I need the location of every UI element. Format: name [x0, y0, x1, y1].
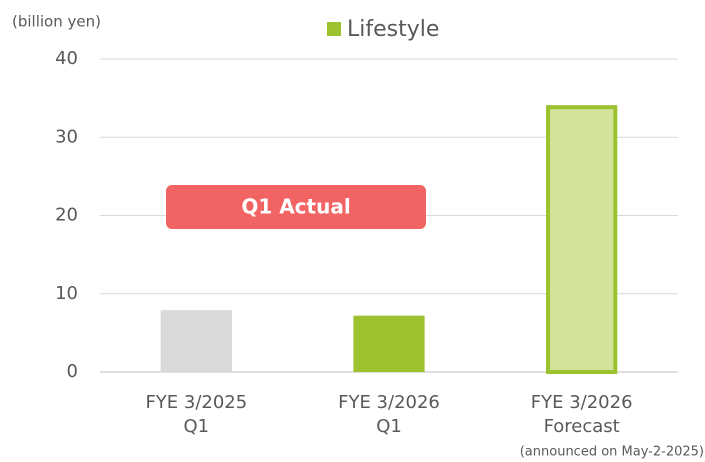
- bar: [546, 105, 618, 374]
- bar: [160, 310, 232, 372]
- x-tick-label: FYE 3/2026: [338, 392, 440, 413]
- x-tick-label: Q1: [184, 416, 210, 437]
- x-tick-label: Forecast: [544, 416, 620, 437]
- y-tick-label: 20: [55, 205, 78, 226]
- y-tick-label: 40: [55, 48, 78, 69]
- legend-label: Lifestyle: [347, 17, 439, 42]
- y-tick-label: 10: [55, 283, 78, 304]
- x-tick-label: FYE 3/2025: [145, 392, 247, 413]
- x-tick-label: FYE 3/2026: [531, 392, 633, 413]
- y-tick-label: 30: [55, 126, 78, 147]
- unit-label: (billion yen): [12, 13, 101, 31]
- badge: [166, 185, 426, 229]
- note: (announced on May-2-2025): [520, 445, 704, 460]
- x-tick-label: Q1: [376, 416, 402, 437]
- badge-label: Q1 Actual: [241, 195, 350, 219]
- y-tick-label: 0: [67, 361, 78, 382]
- bar: [353, 315, 425, 372]
- legend-swatch: [327, 22, 341, 36]
